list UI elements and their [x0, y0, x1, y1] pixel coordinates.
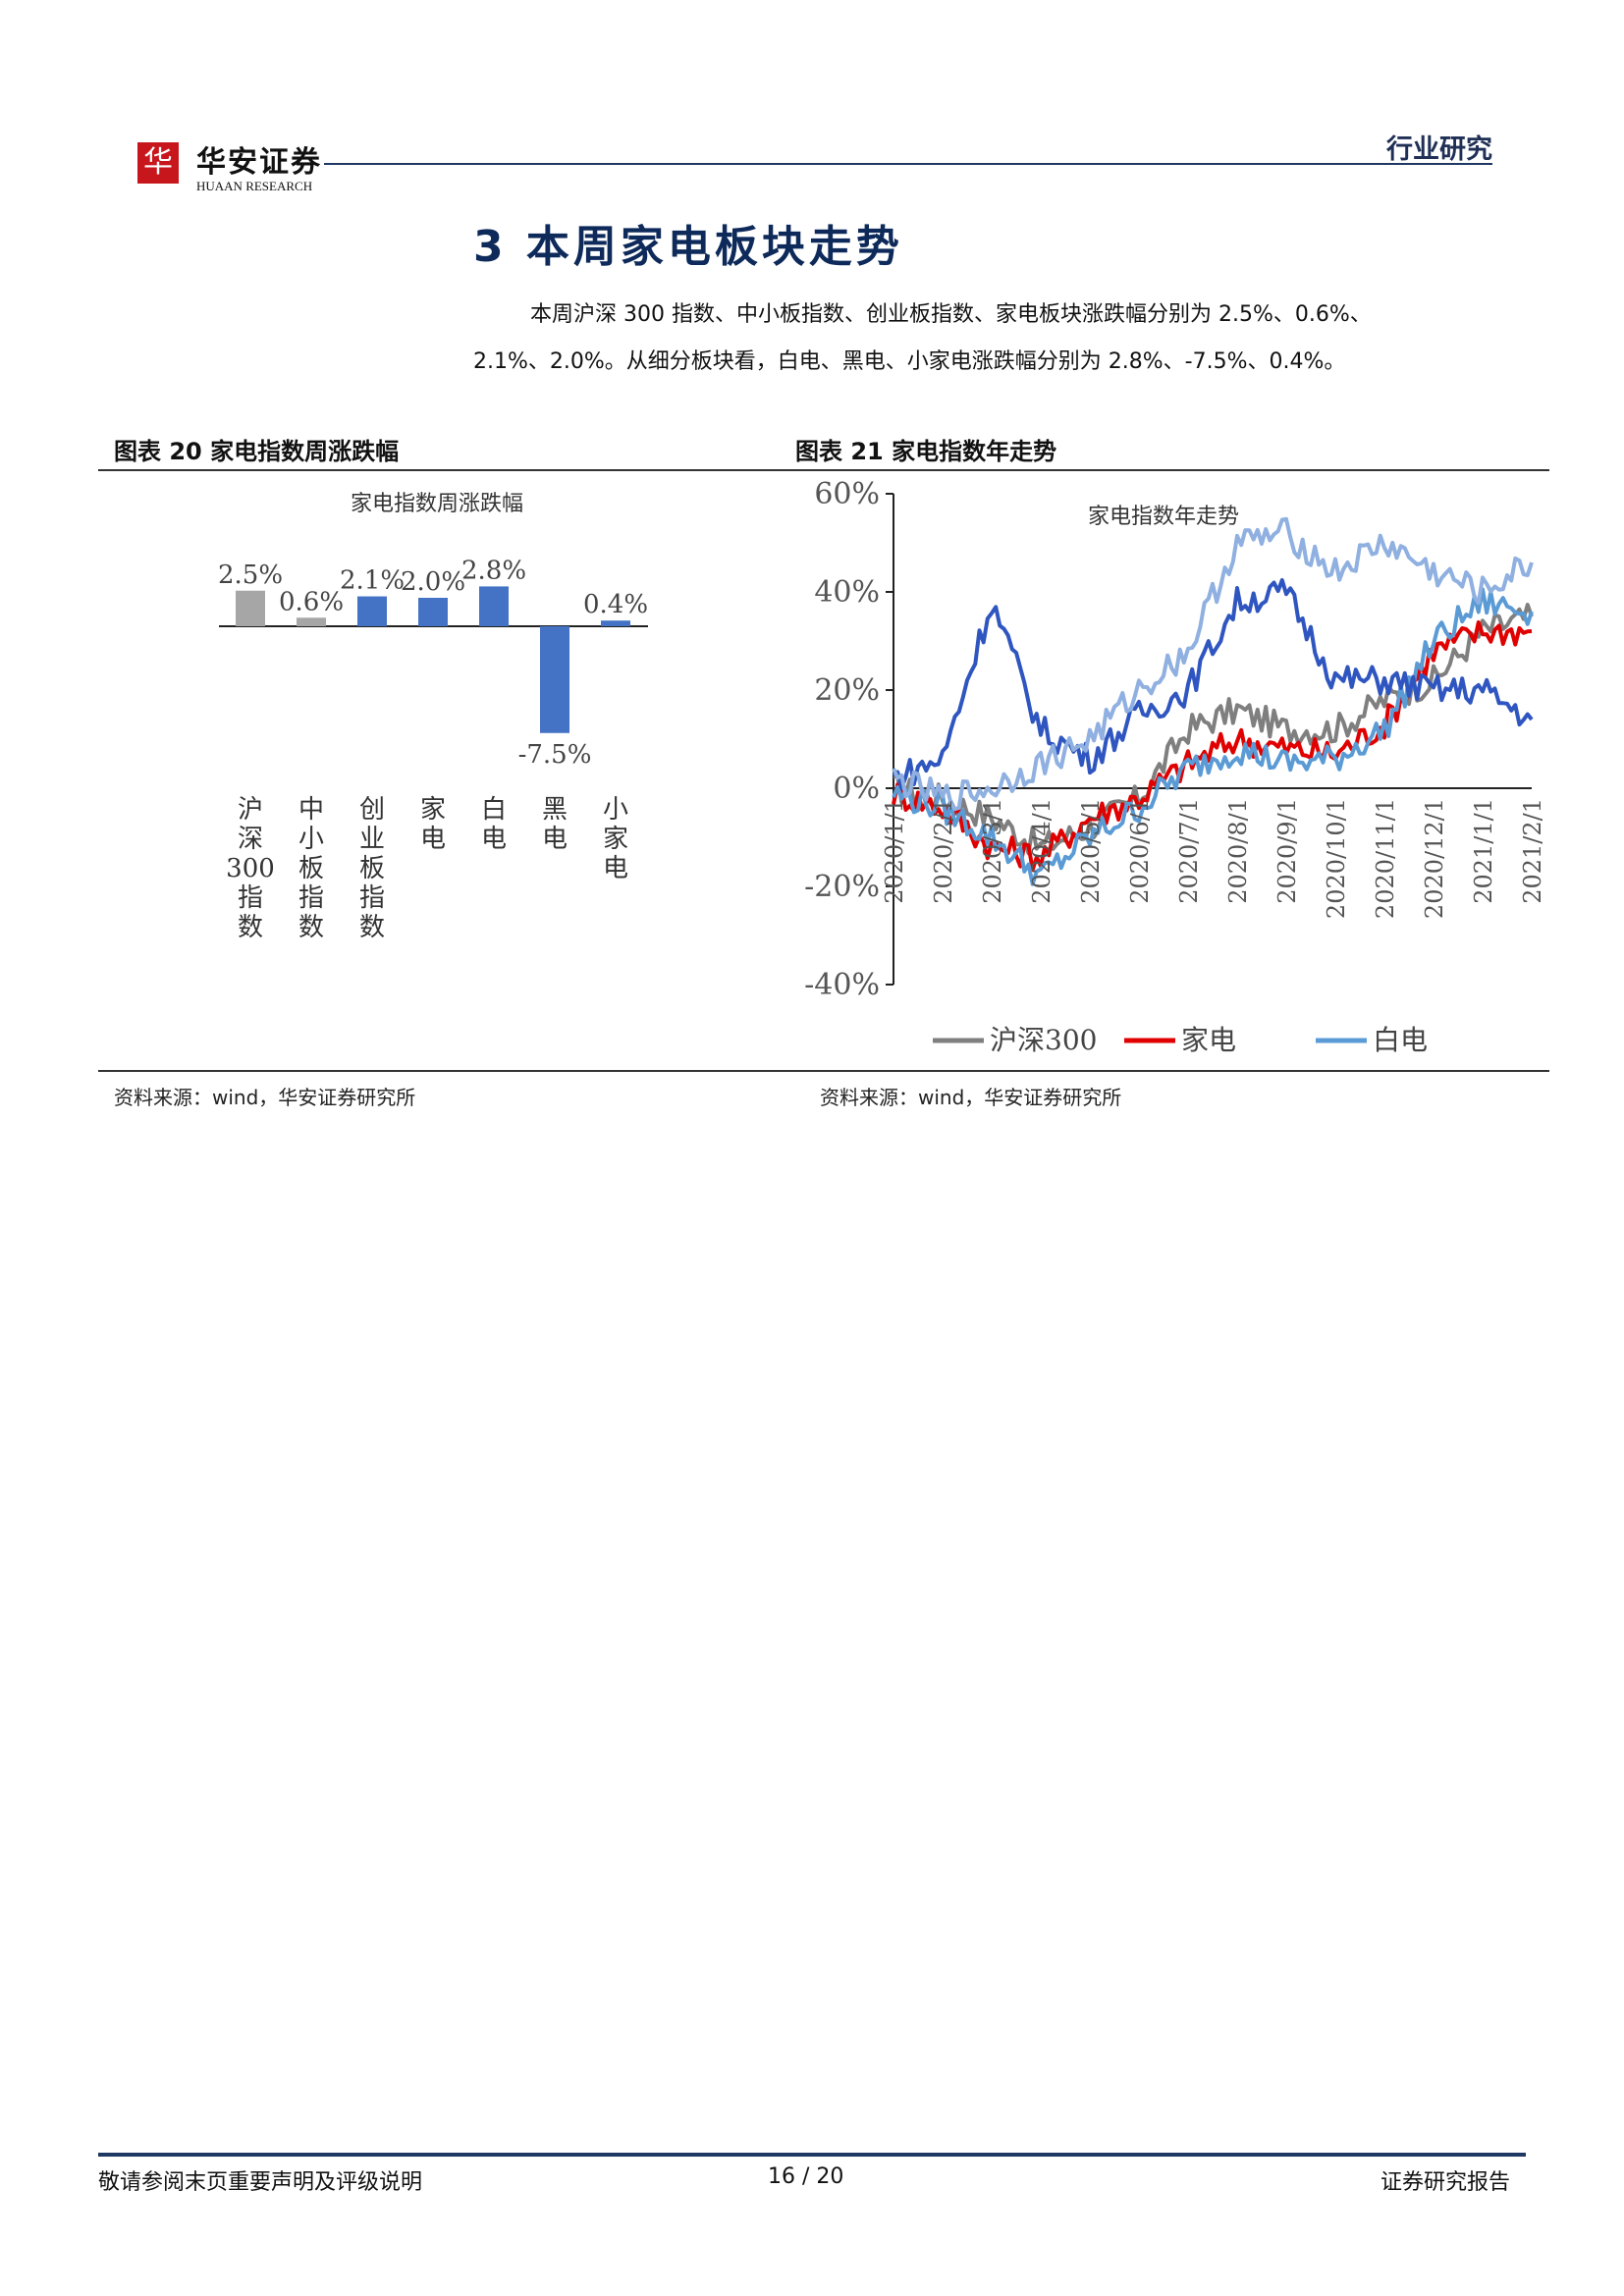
- x-tick-label: 2021/2/1: [1519, 798, 1546, 904]
- bar-chart-title: 家电指数周涨跌幅: [351, 492, 523, 516]
- bar: [540, 626, 569, 733]
- annual-trend-line-chart: 家电指数年走势 -40% -20% 0% 20% 40% 60% 2020/1/1 2020/2…: [804, 477, 1546, 1056]
- bar: [601, 620, 630, 626]
- bar-value-label: 2.5%: [218, 561, 283, 590]
- bar-category-text: 黑电: [542, 795, 568, 854]
- bar-value-label: 2.1%: [340, 566, 405, 596]
- page-number: 16 / 20: [768, 2164, 844, 2189]
- bar: [479, 586, 509, 626]
- logo-icon: 华: [137, 142, 179, 184]
- y-tick-label: 40%: [814, 575, 880, 610]
- bar-category-label: 小家电: [603, 795, 628, 883]
- footer-disclaimer: 敬请参阅末页重要声明及评级说明: [98, 2170, 423, 2195]
- bar-category-label: 中小板指数: [298, 795, 324, 942]
- header-divider: [324, 163, 1492, 165]
- bar: [357, 596, 387, 626]
- bar-category-text: 中小板指数: [298, 795, 324, 942]
- bar-value-label: -7.5%: [518, 740, 592, 770]
- footer-divider: [98, 2153, 1526, 2157]
- legend-label: 白电: [1373, 1024, 1428, 1056]
- bar-value-label: 0.4%: [583, 590, 648, 619]
- legend-label: 家电: [1181, 1024, 1236, 1056]
- bar: [297, 617, 326, 626]
- x-tick-label: 2020/5/1: [1077, 798, 1105, 904]
- bar-category-label: 创业板指数: [359, 795, 385, 942]
- paragraph-line-2: 2.1%、2.0%。从细分板块看，白电、黑电、小家电涨跌幅分别为 2.8%、-7…: [473, 349, 1346, 374]
- x-tick-label: 2020/12/1: [1421, 798, 1448, 919]
- bar-value-label: 0.6%: [279, 587, 344, 616]
- x-tick-label: 2020/11/1: [1372, 798, 1399, 919]
- brand-english: HUAAN RESEARCH: [196, 179, 313, 193]
- bar-category-text: 创业板指数: [359, 795, 385, 942]
- source-divider: [98, 1070, 1549, 1072]
- series-line: [892, 516, 1534, 812]
- y-tick-label: -40%: [804, 968, 880, 1002]
- x-tick-label: 2020/8/1: [1224, 798, 1252, 904]
- figure-20-caption: 图表 20 家电指数周涨跌幅: [114, 438, 400, 465]
- brand-name: 华安证券: [196, 145, 322, 180]
- weekly-change-bar-chart: 家电指数周涨跌幅 2.5% 沪深 300 指数 0.6% 中小板指数 2.1% 创业板指数 2.0…: [218, 492, 648, 942]
- bar-category-text: 白电: [481, 795, 507, 854]
- x-tick-label: 2020/1/1: [881, 798, 908, 904]
- x-tick-label: 2020/7/1: [1175, 798, 1203, 904]
- figure-20-source: 资料来源：wind，华安证券研究所: [114, 1086, 416, 1109]
- series-line: [893, 603, 1534, 856]
- bar-value-label: 2.8%: [461, 556, 526, 585]
- series-line: [892, 578, 1534, 790]
- y-tick-label: 0%: [833, 772, 880, 806]
- bar-category-text: 小家电: [603, 795, 628, 883]
- x-tick-label: 2020/2/1: [930, 798, 957, 904]
- legend-label: 沪深300: [990, 1024, 1097, 1056]
- bar-category-text: 家电: [420, 795, 446, 854]
- footer-report-type: 证券研究报告: [1380, 2170, 1510, 2195]
- x-tick-label: 2020/9/1: [1273, 798, 1301, 904]
- line-chart-title: 家电指数年走势: [1088, 505, 1239, 529]
- figure-21-source: 资料来源：wind，华安证券研究所: [820, 1086, 1122, 1109]
- x-tick-label: 2020/10/1: [1323, 798, 1350, 919]
- y-tick-label: 60%: [814, 477, 880, 511]
- paragraph-line-1: 本周沪深 300 指数、中小板指数、创业板指数、家电板块涨跌幅分别为 2.5%、…: [530, 302, 1372, 327]
- series-line: [892, 587, 1534, 886]
- bar-category-label: 黑电: [542, 795, 568, 854]
- bar-value-label: 2.0%: [401, 567, 465, 597]
- x-tick-label: 2021/1/1: [1470, 798, 1497, 904]
- bar-category-text: 沪深 300 指数: [226, 795, 275, 942]
- y-tick-label: -20%: [804, 870, 880, 904]
- bar-category-label: 沪深 300 指数: [226, 795, 275, 942]
- x-tick-label: 2020/6/1: [1126, 798, 1154, 904]
- bar: [236, 590, 265, 626]
- y-tick-label: 20%: [814, 673, 880, 708]
- figure-21-caption: 图表 21 家电指数年走势: [795, 438, 1057, 465]
- bar-category-label: 白电: [481, 795, 507, 854]
- section-label: 行业研究: [1386, 134, 1492, 165]
- bar-category-label: 家电: [420, 795, 446, 854]
- bar: [418, 598, 448, 626]
- page-title: 3 本周家电板块走势: [473, 222, 903, 272]
- caption-divider: [98, 469, 1549, 471]
- x-tick-label: 2020/3/1: [979, 798, 1006, 904]
- x-tick-label: 2020/4/1: [1028, 798, 1056, 904]
